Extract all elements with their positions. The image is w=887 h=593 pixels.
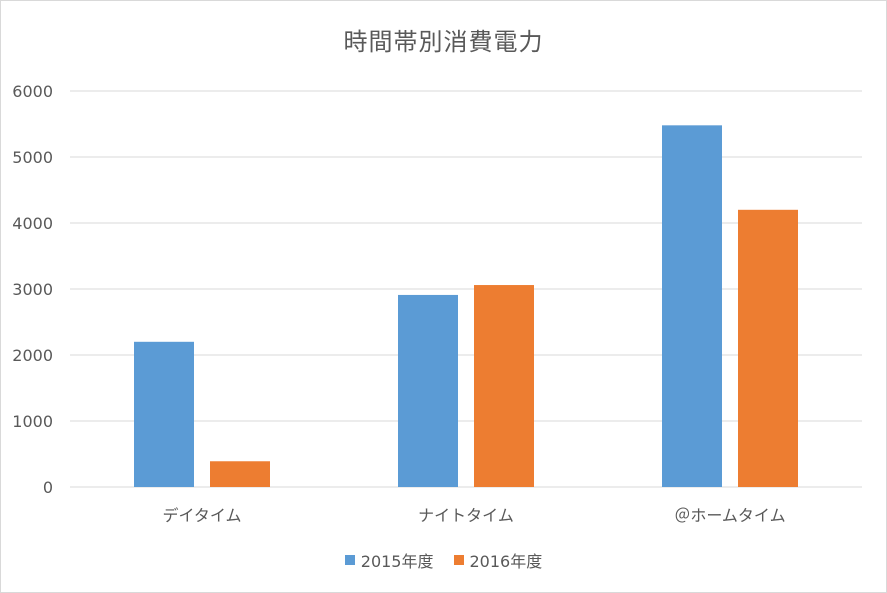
legend: 2015年度 2016年度 [0, 548, 887, 572]
x-tick-label: ナイトタイム [418, 506, 514, 525]
y-tick-label: 1000 [12, 412, 53, 431]
y-tick-label: 0 [43, 478, 53, 497]
bar-2016 [210, 461, 270, 487]
y-tick-label: 2000 [12, 346, 53, 365]
legend-swatch-2015 [344, 555, 355, 565]
legend-item-2016: 2016年度 [453, 548, 543, 572]
bar-2015 [134, 341, 194, 487]
legend-swatch-2016 [453, 555, 464, 565]
y-tick-label: 4000 [12, 214, 53, 233]
y-tick-label: 5000 [12, 148, 53, 167]
legend-label-2016: 2016年度 [469, 552, 543, 571]
chart-title: 時間帯別消費電力 [343, 28, 544, 56]
bar-2015 [662, 125, 722, 487]
legend-label-2015: 2015年度 [360, 552, 434, 571]
bar-2015 [398, 294, 458, 487]
bar-2016 [738, 209, 798, 488]
legend-item-2015: 2015年度 [344, 548, 434, 572]
x-tick-label: デイタイム [162, 506, 241, 525]
y-tick-label: 6000 [12, 82, 53, 101]
x-tick-label: ＠ホームタイム [674, 506, 785, 525]
bar-2016 [474, 285, 534, 487]
y-tick-label: 3000 [12, 280, 53, 299]
